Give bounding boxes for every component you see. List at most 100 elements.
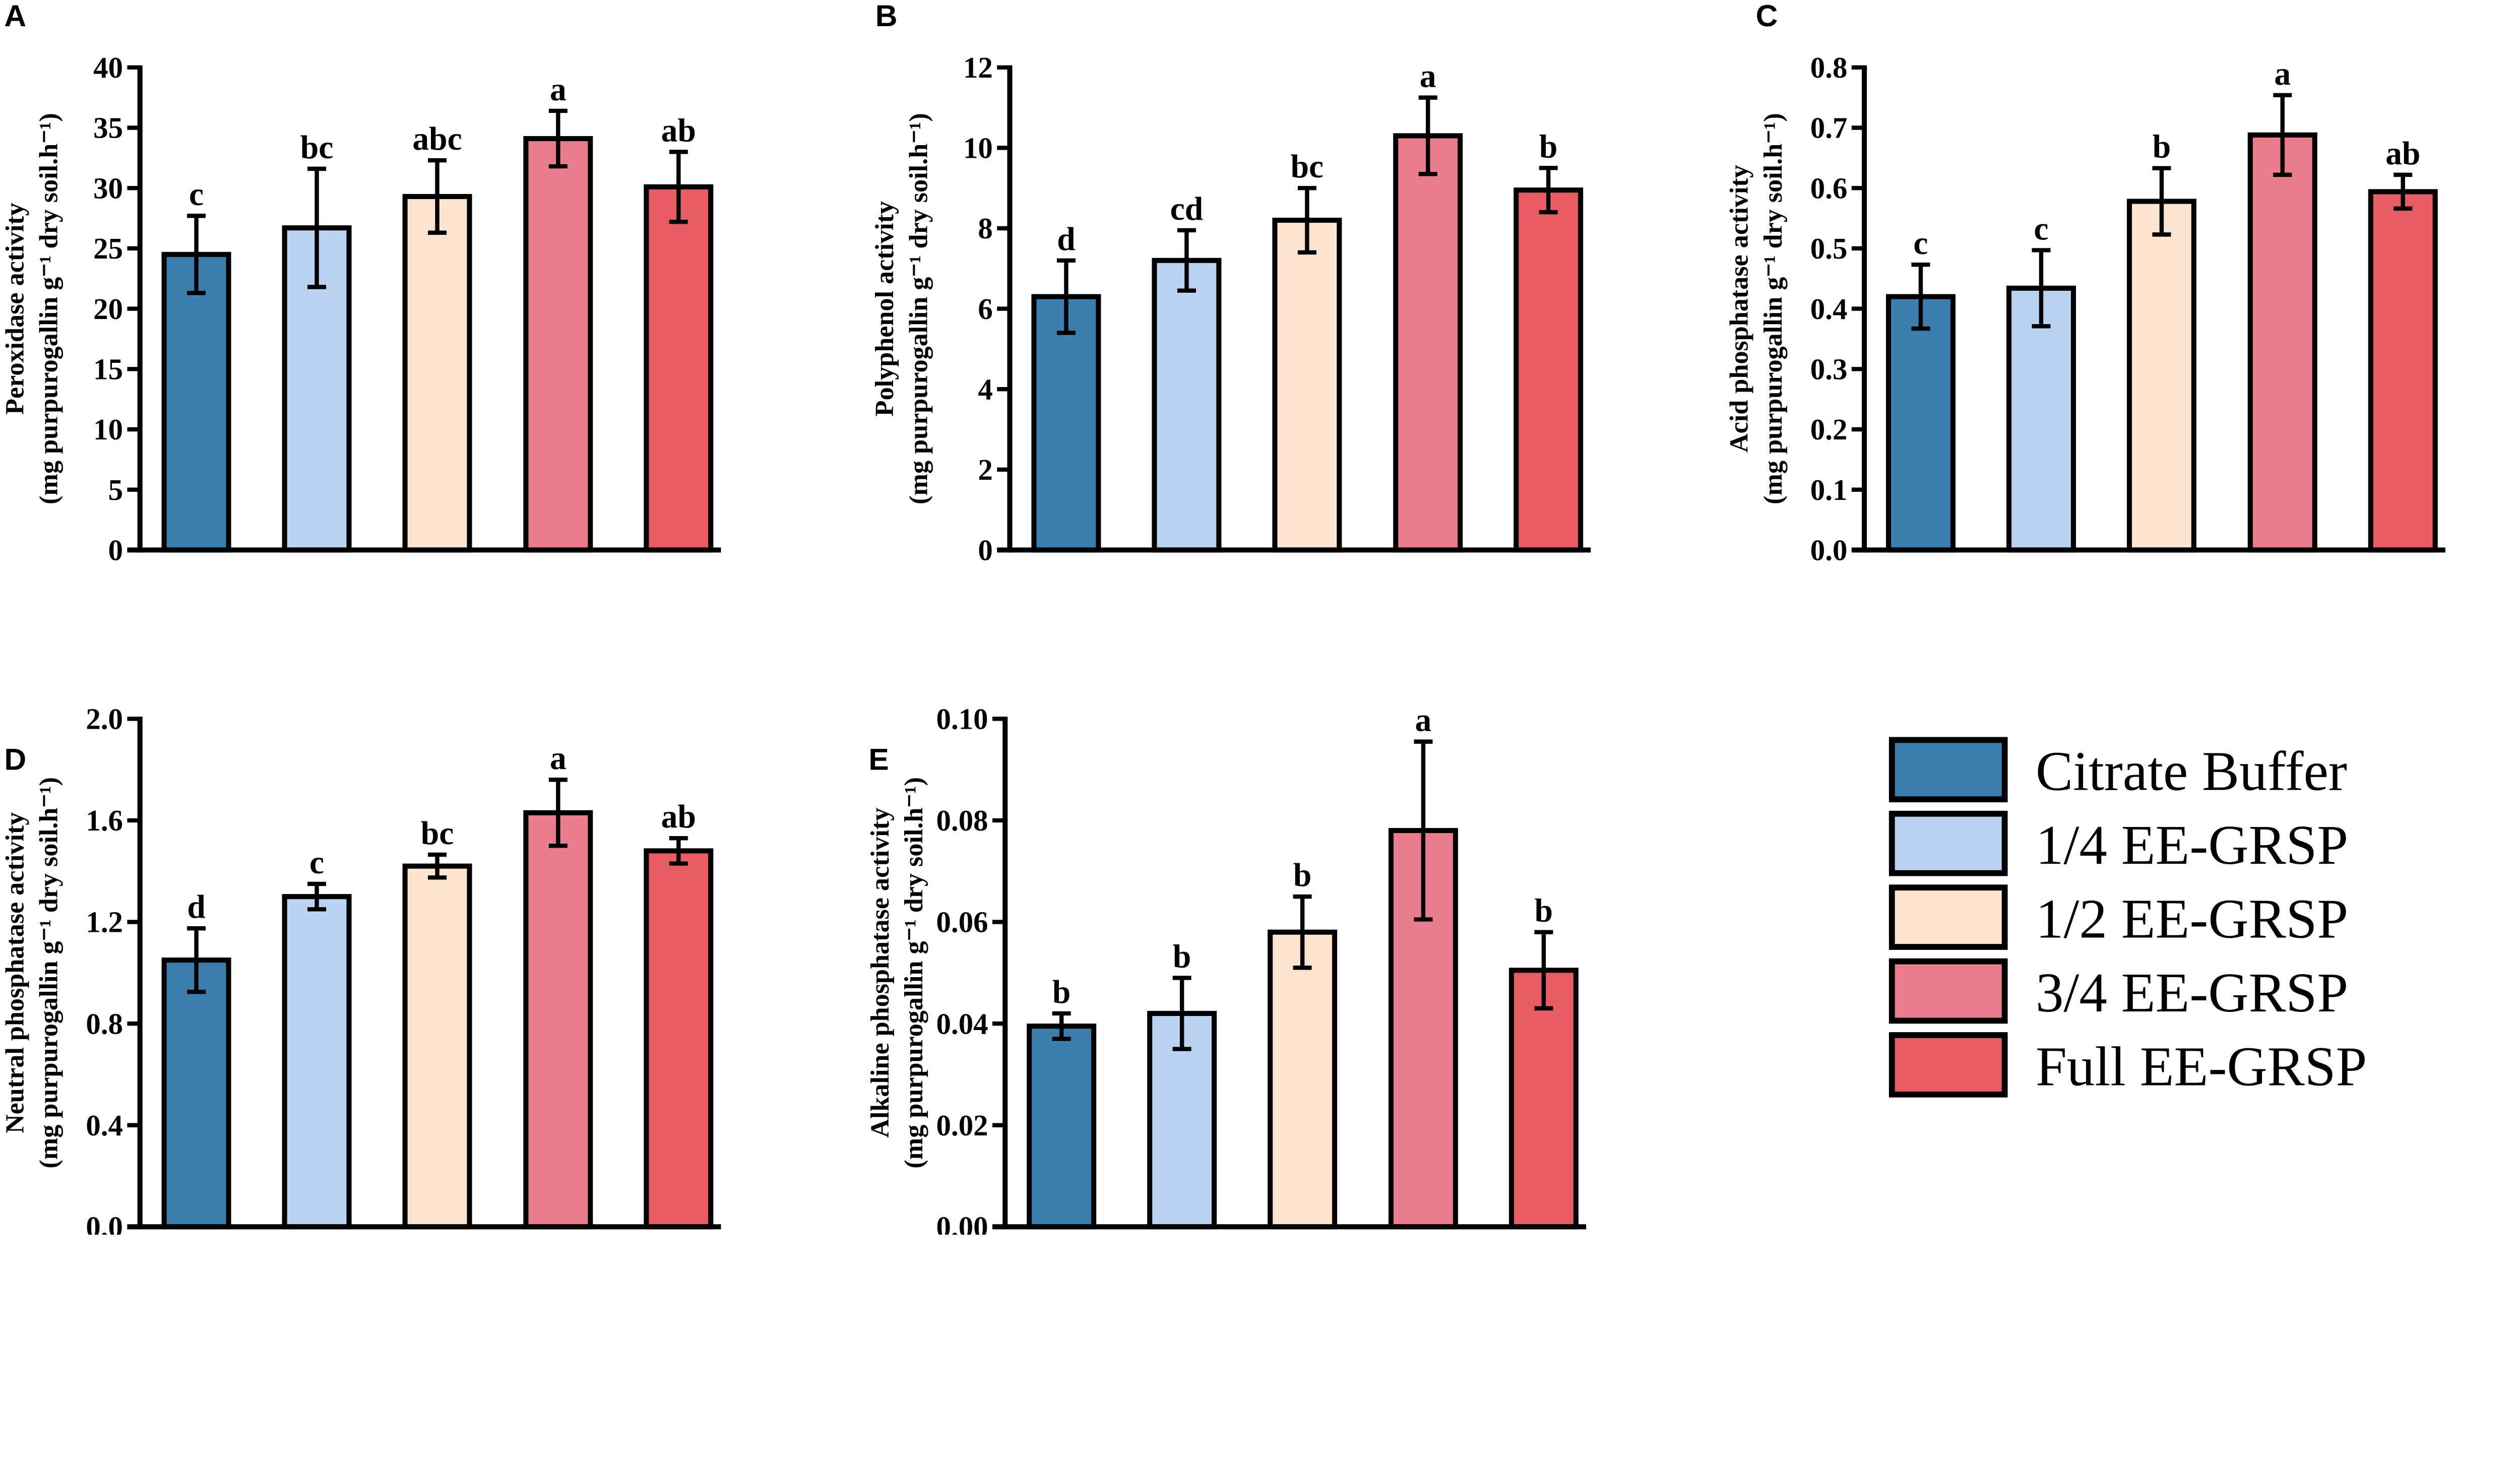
legend-item: 1/2 EE-GRSP: [1888, 884, 2348, 950]
y-tick-label: 0.4: [86, 1109, 123, 1142]
error-bar-4: [2273, 93, 2292, 177]
error-bar-4: [1414, 739, 1433, 922]
y-tick-label: 6: [978, 293, 992, 326]
significance-letter: bc: [421, 815, 454, 852]
y-tick-label: 0.02: [936, 1109, 988, 1142]
y-tick-label: 0.6: [1810, 172, 1848, 205]
panel-e: E Alkaline phosphatase activity (mg purpur…: [866, 703, 1587, 1235]
legend-item: Full EE-GRSP: [1888, 1032, 2367, 1098]
panel-label: A: [4, 0, 26, 33]
bar-3: [402, 863, 472, 1230]
bar-2: [282, 894, 352, 1230]
bar-5: [644, 184, 714, 553]
y-axis-label: Peroxidase activity: [1, 203, 29, 415]
error-bar-4: [548, 108, 568, 169]
error-bar-5: [1539, 166, 1558, 215]
significance-letter: bc: [300, 130, 334, 166]
y-tick-label: 40: [93, 51, 123, 84]
error-bar-4: [1418, 95, 1437, 176]
legend-swatch: [1888, 737, 2008, 803]
bar-5: [644, 848, 714, 1230]
significance-letter: cd: [1170, 191, 1204, 227]
error-bar-2: [2032, 248, 2051, 329]
y-axis-unit: (mg purpurogallin g⁻¹ dry soil.h⁻¹): [904, 113, 933, 504]
y-tick-label: 15: [93, 353, 123, 386]
y-axis-label: Polyphenol activity: [870, 201, 899, 416]
significance-letter: b: [1539, 129, 1558, 165]
bar-3: [1268, 929, 1338, 1230]
significance-letter: ab: [661, 799, 696, 835]
bar-3: [2126, 199, 2196, 553]
error-bar-2: [307, 881, 327, 912]
y-tick-label: 10: [93, 413, 123, 446]
bar-4: [523, 810, 593, 1230]
y-tick-label: 0.00: [936, 1211, 988, 1235]
significance-letter: abc: [412, 121, 462, 157]
legend-label: 3/4 EE-GRSP: [2036, 962, 2348, 1024]
y-tick-label: 2.0: [86, 703, 123, 735]
y-tick-label: 20: [93, 293, 123, 326]
y-tick-label: 0: [108, 534, 123, 567]
bar-5: [2368, 189, 2438, 553]
significance-letter: a: [550, 740, 566, 777]
significance-letter: b: [1052, 974, 1071, 1010]
y-tick-label: 0.3: [1810, 353, 1848, 386]
error-bar-1: [1911, 262, 1930, 331]
panel-a: A Peroxidase activity (mg purpurogallin g⁻…: [1, 0, 721, 567]
bar-2: [1152, 258, 1222, 553]
error-bar-1: [187, 214, 206, 295]
significance-letter: c: [1913, 225, 1928, 262]
bar-5: [1514, 187, 1584, 553]
panel-d: D Neutral phosphatase activity (mg purpuro…: [1, 703, 721, 1235]
legend: Citrate Buffer 1/4 EE-GRSP 1/2 EE-GRSP 3/4 …: [1888, 737, 2367, 1098]
legend-item: 3/4 EE-GRSP: [1888, 958, 2348, 1024]
legend-label: 1/4 EE-GRSP: [2036, 814, 2348, 876]
error-bar-3: [1297, 185, 1316, 255]
significance-letter: bc: [1291, 149, 1324, 185]
y-tick-label: 0.08: [936, 804, 988, 837]
bar-1: [1885, 294, 1956, 553]
y-tick-label: 0.06: [936, 906, 988, 939]
legend-label: 1/2 EE-GRSP: [2036, 888, 2348, 950]
significance-letter: c: [309, 845, 324, 881]
y-tick-label: 1.2: [86, 906, 123, 939]
panel-label: B: [875, 0, 898, 33]
significance-letter: c: [2034, 211, 2048, 247]
significance-letter: b: [1535, 893, 1553, 929]
significance-letter: ab: [661, 112, 696, 149]
panel-b: B Polyphenol activity (mg purpurogallin g⁻…: [870, 0, 1591, 567]
y-tick-label: 0.04: [936, 1007, 988, 1040]
panel-label: C: [1756, 0, 1778, 33]
significance-letter: d: [187, 889, 206, 925]
error-bar-5: [669, 836, 688, 866]
bar-4: [523, 136, 593, 553]
y-tick-label: 0.4: [1810, 293, 1848, 326]
significance-letter: b: [2153, 129, 2171, 165]
y-tick-label: 5: [108, 474, 123, 506]
legend-item: Citrate Buffer: [1888, 737, 2347, 803]
significance-letter: ab: [2385, 136, 2420, 172]
significance-letter: a: [2274, 56, 2291, 92]
y-tick-label: 0.1: [1810, 474, 1848, 506]
y-tick-label: 0.8: [1810, 51, 1848, 84]
bar-1: [1031, 294, 1101, 553]
y-tick-label: 0.0: [86, 1211, 123, 1235]
y-tick-label: 0.5: [1810, 232, 1848, 265]
bar-1: [161, 251, 231, 553]
legend-swatch: [1888, 1032, 2008, 1098]
significance-letter: c: [189, 176, 204, 213]
y-tick-label: 4: [978, 373, 992, 406]
error-bar-4: [548, 778, 568, 848]
error-bar-3: [428, 852, 447, 880]
y-tick-label: 10: [963, 132, 993, 165]
y-tick-label: 0: [978, 534, 992, 567]
bar-3: [1272, 217, 1342, 553]
significance-letter: a: [1420, 58, 1436, 95]
error-bar-5: [1534, 930, 1553, 1011]
y-axis-unit: (mg purpurogallin g⁻¹ dry soil.h⁻¹): [900, 777, 928, 1169]
y-tick-label: 35: [93, 112, 123, 145]
error-bar-1: [187, 926, 206, 994]
y-tick-label: 12: [963, 51, 993, 84]
bar-1: [1027, 1024, 1097, 1230]
error-bar-2: [1172, 976, 1191, 1051]
